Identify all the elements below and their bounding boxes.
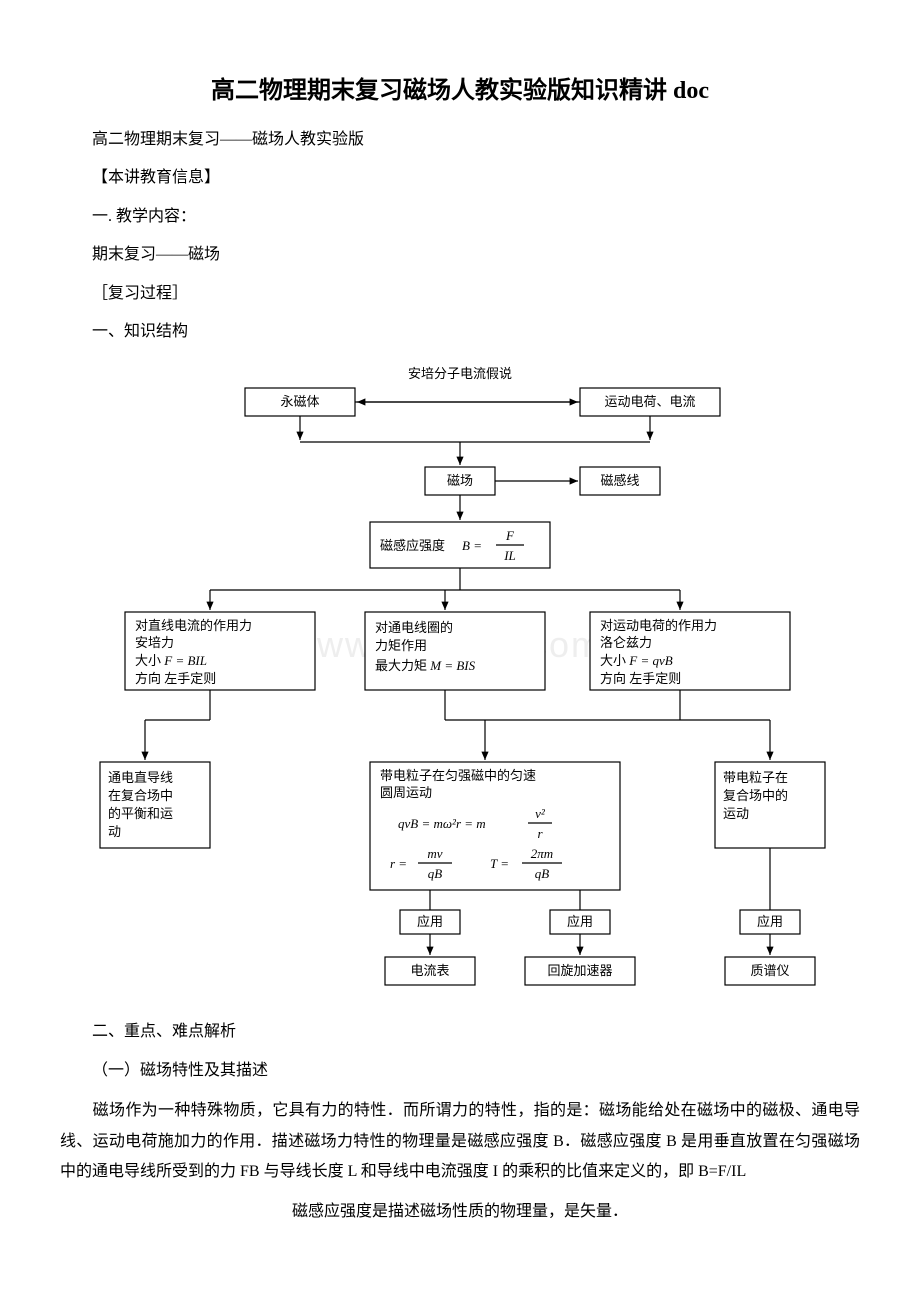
torque-formula: 最大力矩 M = BIS	[375, 658, 476, 673]
permanent-magnet-label: 永磁体	[280, 394, 319, 409]
section-2-1: （一）磁场特性及其描述	[60, 1056, 860, 1086]
charged-comp-1: 带电粒子在	[723, 770, 788, 785]
ampere-title-2: 安培力	[135, 635, 174, 650]
lorentz-title-2: 洛仑兹力	[600, 635, 652, 650]
circ-eq1-num: v²	[535, 806, 546, 821]
ampere-title-1: 对直线电流的作用力	[135, 618, 252, 633]
flux-density-B: B =	[462, 538, 482, 553]
magnetic-field-label: 磁场	[447, 473, 473, 488]
lorentz-dir: 方向 左手定则	[600, 671, 681, 686]
ampere-size: 大小 F = BIL	[135, 653, 207, 668]
body-paragraph-1: 磁场作为一种特殊物质，它具有力的特性．而所谓力的特性，指的是：磁场能给处在磁场中…	[60, 1096, 860, 1187]
section-teaching: 一. 教学内容：	[60, 202, 860, 232]
lorentz-size: 大小 F = qvB	[600, 653, 673, 668]
heading-info: 【本讲教育信息】	[60, 163, 860, 193]
wire-comp-4: 动	[108, 824, 121, 839]
app-label-1: 应用	[417, 914, 443, 929]
wire-comp-2: 在复合场中	[108, 788, 173, 803]
top-hypothesis-label: 安培分子电流假说	[408, 366, 512, 381]
torque-title-1: 对通电线圈的	[375, 620, 453, 635]
torque-title-2: 力矩作用	[375, 638, 427, 653]
circ-r-num: mv	[427, 846, 442, 861]
charged-comp-3: 运动	[723, 806, 749, 821]
subtitle: 高二物理期末复习——磁场人教实验版	[60, 125, 860, 155]
circ-r-eq: r =	[390, 856, 407, 871]
section-structure: 一、知识结构	[60, 317, 860, 347]
document-title: 高二物理期末复习磁场人教实验版知识精讲 doc	[60, 70, 860, 105]
lorentz-title-1: 对运动电荷的作用力	[600, 618, 717, 633]
ammeter-label: 电流表	[410, 963, 449, 978]
flux-density-label: 磁感应强度	[380, 538, 445, 553]
mass-spec-label: 质谱仪	[750, 963, 789, 978]
circ-title-2: 圆周运动	[380, 785, 432, 800]
moving-charge-label: 运动电荷、电流	[604, 394, 695, 409]
section-2: 二、重点、难点解析	[60, 1017, 860, 1047]
wire-comp-3: 的平衡和运	[108, 806, 173, 821]
circ-title-1: 带电粒子在匀强磁中的匀速	[380, 768, 536, 783]
app-label-2: 应用	[567, 914, 593, 929]
app-label-3: 应用	[757, 914, 783, 929]
knowledge-structure-diagram: www.bdocx.com 安培分子电流假说 永磁体 运动电荷、电流 磁场 磁感…	[80, 362, 840, 1002]
circ-T-num: 2πm	[531, 846, 553, 861]
circ-r-den: qB	[428, 866, 443, 881]
ampere-dir: 方向 左手定则	[135, 671, 216, 686]
charged-comp-2: 复合场中的	[723, 788, 788, 803]
circ-eq1: qvB = mω²r = m	[398, 816, 486, 831]
flux-density-den: IL	[503, 548, 516, 563]
wire-comp-1: 通电直导线	[108, 770, 173, 785]
body-paragraph-2: 磁感应强度是描述磁场性质的物理量，是矢量．	[60, 1197, 860, 1227]
section-review: ［复习过程］	[60, 279, 860, 309]
section-teaching-content: 期末复习——磁场	[60, 240, 860, 270]
cyclotron-label: 回旋加速器	[547, 963, 612, 978]
field-lines-label: 磁感线	[600, 473, 639, 488]
flux-density-num: F	[505, 528, 515, 543]
circ-T-eq: T =	[490, 856, 509, 871]
circ-T-den: qB	[535, 866, 550, 881]
